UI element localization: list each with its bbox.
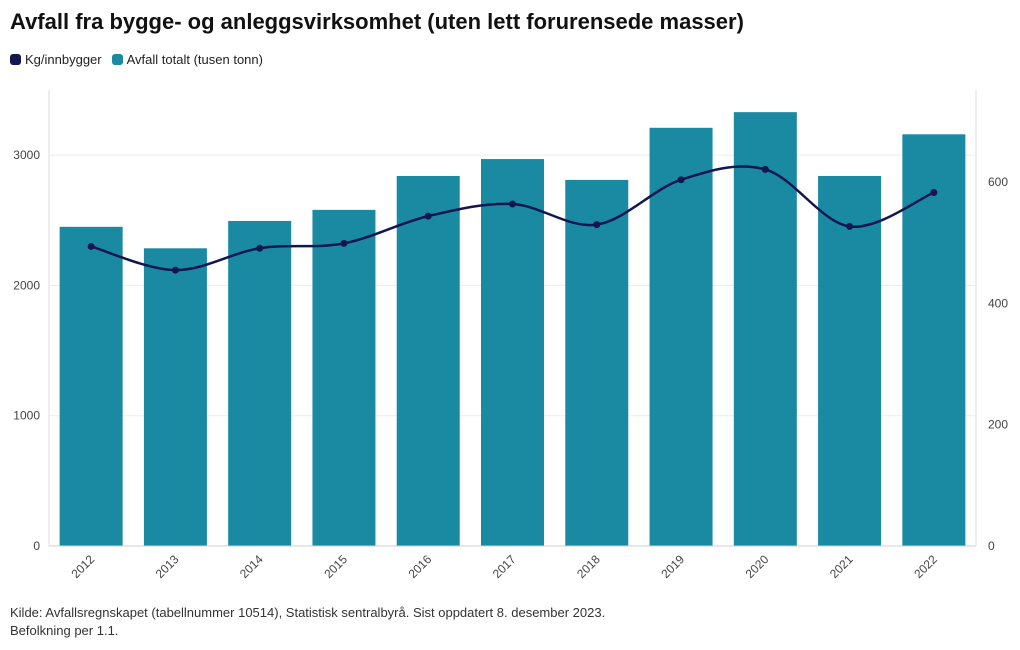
x-tick-label: 2013 bbox=[153, 552, 182, 581]
y-right-tick-label: 200 bbox=[988, 418, 1008, 432]
y-left-tick-label: 2000 bbox=[13, 278, 40, 292]
chart-title: Avfall fra bygge- og anleggsvirksomhet (… bbox=[10, 9, 744, 34]
y-left-tick-label: 1000 bbox=[13, 409, 40, 423]
legend-label-avfall-totalt: Avfall totalt (tusen tonn) bbox=[126, 52, 263, 67]
y-right-tick-label: 600 bbox=[988, 175, 1008, 189]
x-tick-label: 2015 bbox=[321, 552, 350, 581]
bar bbox=[902, 134, 966, 546]
line-point bbox=[87, 242, 95, 250]
x-tick-label: 2020 bbox=[743, 552, 772, 581]
line-point bbox=[424, 212, 432, 220]
y-right-tick-label: 400 bbox=[988, 296, 1008, 310]
bar bbox=[565, 179, 629, 546]
legend-swatch-kg-innbygger bbox=[10, 54, 21, 65]
population-note: Befolkning per 1.1. bbox=[10, 623, 119, 638]
x-tick-label: 2021 bbox=[827, 552, 856, 581]
source-text: Kilde: Avfallsregnskapet (tabellnummer 1… bbox=[10, 605, 606, 620]
line-point bbox=[677, 176, 685, 184]
bar bbox=[649, 127, 713, 546]
x-tick-label: 2012 bbox=[68, 552, 97, 581]
bar bbox=[228, 220, 292, 547]
x-tick-label: 2014 bbox=[237, 552, 266, 581]
line-point bbox=[171, 266, 179, 274]
line-point bbox=[761, 165, 769, 173]
bar bbox=[59, 226, 123, 547]
x-tick-label: 2017 bbox=[490, 552, 519, 581]
line-point bbox=[256, 244, 264, 252]
y-left-tick-label: 3000 bbox=[13, 148, 40, 162]
y-right-tick-label: 0 bbox=[988, 539, 995, 553]
legend: Kg/innbygger Avfall totalt (tusen tonn) bbox=[10, 52, 263, 67]
bar bbox=[481, 159, 544, 546]
x-tick-label: 2022 bbox=[911, 552, 940, 581]
line-point bbox=[509, 200, 516, 208]
line-point bbox=[930, 188, 938, 196]
x-tick-label: 2018 bbox=[574, 552, 603, 581]
line-point bbox=[340, 239, 348, 247]
y-left-tick-label: 0 bbox=[33, 539, 40, 553]
bar bbox=[143, 248, 207, 546]
bar bbox=[818, 175, 882, 546]
x-tick-label: 2019 bbox=[658, 552, 687, 581]
bar bbox=[396, 175, 460, 546]
legend-swatch-avfall-totalt bbox=[111, 54, 123, 65]
source-note: Kilde: Avfallsregnskapet (tabellnummer 1… bbox=[10, 604, 605, 640]
bar bbox=[733, 112, 797, 547]
legend-item-kg-innbygger[interactable]: Kg/innbygger bbox=[10, 52, 102, 67]
line-point bbox=[593, 221, 601, 229]
legend-label-kg-innbygger: Kg/innbygger bbox=[25, 52, 102, 67]
bar bbox=[312, 209, 376, 546]
x-tick-label: 2016 bbox=[406, 552, 435, 581]
line-point bbox=[846, 222, 854, 230]
combo-chart: 0 1000 2000 3000 0 200 400 600 2012 2013 2014 2015 2… bbox=[13, 90, 1008, 581]
legend-item-avfall-totalt[interactable]: Avfall totalt (tusen tonn) bbox=[111, 52, 263, 67]
